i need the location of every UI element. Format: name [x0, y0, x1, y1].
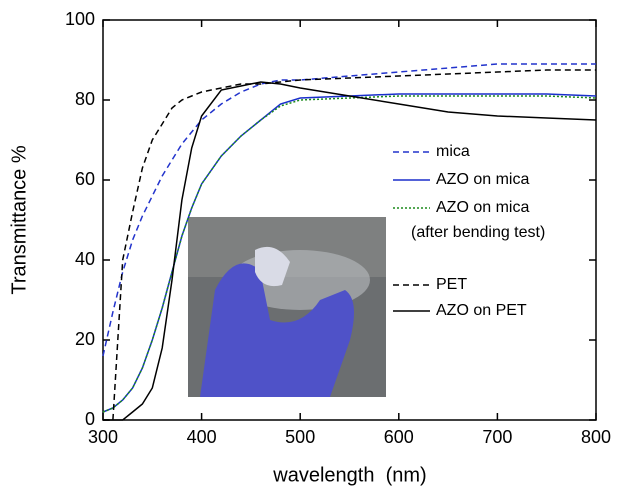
legend-label: mica — [436, 143, 470, 160]
y-tick-label: 80 — [75, 89, 95, 109]
x-tick-label: 700 — [482, 427, 512, 447]
series-line — [103, 81, 597, 421]
x-tick-label: 500 — [285, 427, 315, 447]
x-tick-label: 600 — [384, 427, 414, 447]
series-line — [103, 69, 596, 421]
series-line — [102, 63, 596, 357]
x-tick-label: 800 — [581, 427, 611, 447]
inset-photo — [188, 217, 386, 397]
legend-label: PET — [436, 276, 467, 293]
y-tick-label: 20 — [75, 329, 95, 349]
legend-note: (after bending test) — [411, 224, 545, 241]
series-line — [102, 93, 597, 413]
x-tick-label: 300 — [88, 427, 118, 447]
x-tick-label: 400 — [187, 427, 217, 447]
legend-label: AZO on mica — [436, 199, 529, 216]
legend-label: AZO on PET — [436, 302, 527, 319]
x-axis-title: wavelength (nm) — [272, 464, 426, 486]
y-tick-label: 40 — [75, 249, 95, 269]
y-tick-label: 60 — [75, 169, 95, 189]
y-tick-label: 100 — [65, 9, 95, 29]
legend-label: AZO on mica — [436, 171, 529, 188]
y-tick-label: 0 — [85, 409, 95, 429]
y-axis-title: Transmittance % — [8, 145, 30, 295]
plot-frame — [102, 19, 597, 421]
